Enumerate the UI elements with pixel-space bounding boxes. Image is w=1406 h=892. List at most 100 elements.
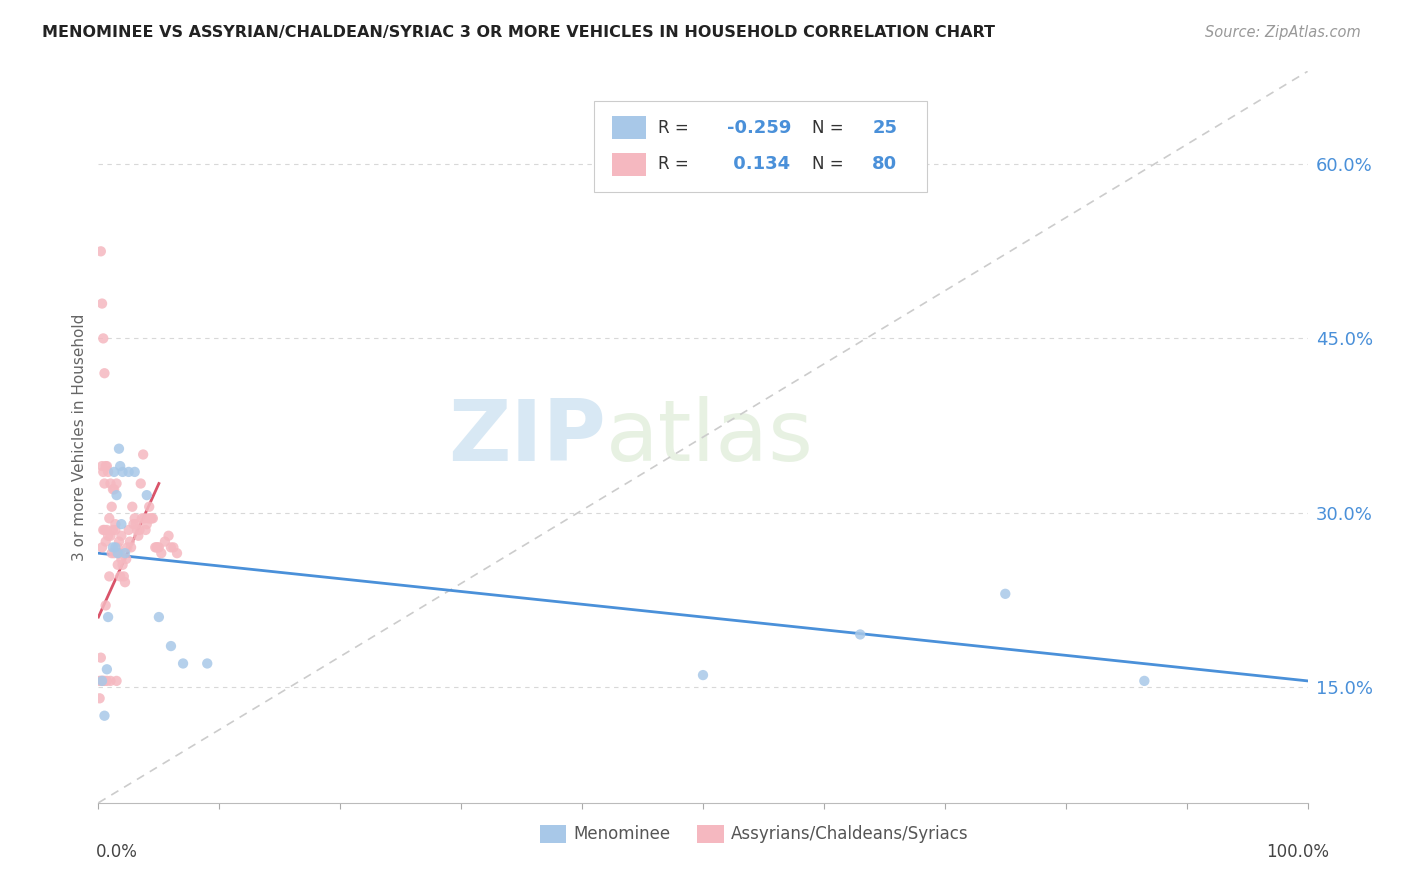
Point: [91, 523, 114, 537]
Point: [124, 511, 146, 525]
Point: [131, 511, 153, 525]
Point: [108, 546, 131, 560]
Point: [89, 673, 111, 688]
Point: [162, 541, 184, 555]
Point: [96, 662, 118, 676]
Text: R =: R =: [658, 155, 695, 173]
Point: [166, 546, 188, 560]
Point: [91, 673, 114, 688]
Point: [160, 639, 183, 653]
Text: ZIP: ZIP: [449, 395, 606, 479]
Point: [172, 657, 194, 671]
Point: [91, 331, 114, 345]
Point: [90, 673, 112, 688]
Point: [138, 500, 160, 514]
Point: [107, 546, 129, 560]
Point: [128, 523, 150, 537]
Text: Assyrians/Chaldeans/Syriacs: Assyrians/Chaldeans/Syriacs: [731, 824, 969, 843]
Point: [143, 541, 166, 555]
Point: [135, 523, 157, 537]
Text: 25: 25: [872, 119, 897, 136]
Point: [160, 541, 183, 555]
Point: [103, 546, 125, 560]
Point: [114, 575, 136, 590]
Point: [127, 529, 149, 543]
Point: [89, 691, 111, 706]
Point: [108, 534, 131, 549]
Point: [93, 673, 115, 688]
Point: [108, 546, 131, 560]
FancyBboxPatch shape: [697, 825, 724, 843]
Point: [153, 534, 176, 549]
Point: [146, 541, 169, 555]
Point: [104, 541, 127, 555]
Point: [93, 476, 115, 491]
Point: [139, 511, 162, 525]
Point: [115, 552, 138, 566]
Point: [124, 465, 146, 479]
Text: Menominee: Menominee: [574, 824, 671, 843]
Text: 80: 80: [872, 155, 897, 173]
Point: [692, 668, 714, 682]
Point: [136, 511, 159, 525]
Point: [117, 541, 139, 555]
Point: [98, 569, 121, 583]
Point: [994, 587, 1017, 601]
Point: [100, 500, 122, 514]
Point: [142, 511, 165, 525]
Point: [111, 465, 134, 479]
Text: -0.259: -0.259: [727, 119, 792, 136]
Point: [125, 517, 148, 532]
Text: 0.134: 0.134: [727, 155, 790, 173]
Point: [91, 673, 114, 688]
Point: [148, 541, 170, 555]
Point: [101, 541, 124, 555]
Point: [111, 558, 134, 572]
Point: [110, 529, 132, 543]
Point: [96, 459, 118, 474]
Point: [103, 483, 125, 497]
Point: [195, 657, 218, 671]
Point: [90, 244, 112, 259]
Point: [148, 610, 170, 624]
FancyBboxPatch shape: [613, 153, 647, 176]
Text: 0.0%: 0.0%: [96, 843, 138, 861]
Point: [112, 569, 135, 583]
Point: [94, 599, 117, 613]
Point: [93, 708, 115, 723]
Point: [105, 476, 128, 491]
Point: [105, 673, 128, 688]
Text: N =: N =: [811, 155, 849, 173]
Point: [91, 296, 114, 310]
Point: [110, 552, 132, 566]
Point: [97, 465, 120, 479]
Point: [94, 534, 117, 549]
Point: [1133, 673, 1156, 688]
Point: [849, 627, 872, 641]
Y-axis label: 3 or more Vehicles in Household: 3 or more Vehicles in Household: [72, 313, 87, 561]
Point: [107, 558, 129, 572]
Point: [96, 673, 118, 688]
Point: [121, 500, 143, 514]
Point: [122, 517, 145, 532]
Point: [93, 523, 115, 537]
Point: [91, 465, 114, 479]
Point: [100, 476, 122, 491]
Point: [108, 459, 131, 474]
Text: MENOMINEE VS ASSYRIAN/CHALDEAN/SYRIAC 3 OR MORE VEHICLES IN HOUSEHOLD CORRELATIO: MENOMINEE VS ASSYRIAN/CHALDEAN/SYRIAC 3 …: [42, 25, 995, 40]
FancyBboxPatch shape: [613, 116, 647, 139]
Point: [100, 546, 122, 560]
Text: atlas: atlas: [606, 395, 814, 479]
Point: [91, 673, 114, 688]
Point: [129, 476, 152, 491]
Point: [134, 511, 156, 525]
Text: Source: ZipAtlas.com: Source: ZipAtlas.com: [1205, 25, 1361, 40]
Point: [135, 517, 157, 532]
Point: [97, 610, 120, 624]
Point: [97, 529, 120, 543]
Point: [98, 511, 121, 525]
Text: N =: N =: [811, 119, 849, 136]
Point: [100, 529, 122, 543]
Text: R =: R =: [658, 119, 695, 136]
FancyBboxPatch shape: [540, 825, 567, 843]
